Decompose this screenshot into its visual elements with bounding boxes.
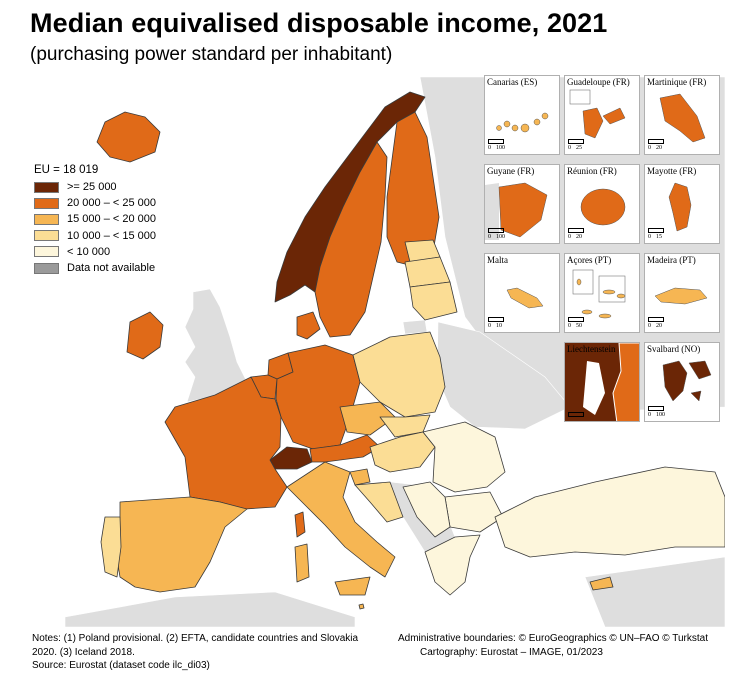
map-czechia (339, 401, 396, 436)
legend-label: >= 25 000 (67, 181, 117, 194)
inset-acores: Açores (PT) 0 50 (564, 253, 640, 333)
legend-swatch (34, 181, 59, 193)
inset-guadeloupe: Guadeloupe (FR) 0 25 (564, 75, 640, 155)
legend-item: 10 000 – < 15 000 (34, 228, 156, 244)
inset-mayotte: Mayotte (FR) 0 15 (644, 164, 720, 244)
inset-scale: 0 100 (488, 228, 510, 240)
credits: Administrative boundaries: © EuroGeograp… (398, 632, 708, 659)
map-title: Median equivalised disposable income, 20… (30, 8, 608, 38)
map-denmark (296, 311, 321, 340)
legend: EU = 18 019 >= 25 000 20 000 – < 25 000 … (34, 164, 156, 276)
legend-item: 20 000 – < 25 000 (34, 195, 156, 211)
map-turkey (494, 466, 725, 558)
inset-scale: 0 20 (648, 139, 667, 151)
credits-cartography: Cartography: Eurostat – IMAGE, 01/2023 (420, 646, 603, 658)
inset-label: Martinique (FR) (647, 77, 707, 87)
map-lithuania (409, 281, 458, 321)
inset-label: Guyane (FR) (487, 166, 535, 176)
map-sweden (314, 141, 388, 338)
legend-swatch (34, 262, 59, 274)
map-serbia-region (402, 481, 451, 538)
inset-label: Açores (PT) (567, 255, 612, 265)
inset-svalbard: Svalbard (NO) 0 100 (644, 342, 720, 422)
map-croatia (354, 481, 404, 523)
inset-label: Madeira (PT) (647, 255, 696, 265)
legend-swatch (34, 230, 59, 242)
legend-label: 15 000 – < 20 000 (67, 213, 156, 226)
map-kaliningrad (402, 319, 428, 335)
legend-item: >= 25 000 (34, 179, 156, 195)
legend-label: 10 000 – < 15 000 (67, 229, 156, 242)
map-sicily (334, 576, 371, 596)
inset-label: Malta (487, 255, 508, 265)
legend-item: Data not available (34, 260, 156, 276)
legend-swatch (34, 246, 59, 258)
map-north-africa (64, 591, 356, 627)
map-subtitle: (purchasing power standard per inhabitan… (30, 44, 393, 65)
inset-label: Canarias (ES) (487, 77, 538, 87)
inset-scale: 0 10 (488, 317, 507, 329)
inset-scale: 0 20 (648, 317, 667, 329)
legend-label: Data not available (67, 262, 156, 275)
map-portugal (100, 516, 122, 578)
source-line: Source: Eurostat (dataset code ilc_di03) (32, 660, 210, 671)
inset-label: Mayotte (FR) (647, 166, 697, 176)
map-slovakia (379, 414, 431, 438)
legend-swatch (34, 197, 59, 209)
map-corsica (294, 511, 306, 538)
inset-scale: 0 100 (648, 406, 670, 418)
map-greece (424, 534, 481, 596)
inset-scale: 0 100 (488, 139, 510, 151)
inset-scale: 0 20 (568, 228, 587, 240)
inset-reunion: Réunion (FR) 0 20 (564, 164, 640, 244)
map-romania (422, 421, 506, 493)
map-slovenia (349, 468, 371, 486)
inset-scale: 0 25 (568, 139, 587, 151)
inset-malta: Malta 0 10 (484, 253, 560, 333)
inset-liechtenstein: Liechtenstein (564, 342, 640, 422)
map-cyprus (589, 576, 614, 591)
map-middle-east (584, 556, 725, 627)
credits-boundaries: Administrative boundaries: © EuroGeograp… (398, 633, 709, 644)
legend-swatch (34, 213, 59, 225)
inset-label: Réunion (FR) (567, 166, 617, 176)
map-iceland (96, 111, 161, 163)
inset-canarias: Canarias (ES) 0 100 (484, 75, 560, 155)
map-france (164, 376, 288, 510)
legend-label: 20 000 – < 25 000 (67, 197, 156, 210)
inset-label: Liechtenstein (567, 344, 616, 354)
legend-label: < 10 000 (67, 245, 111, 258)
inset-label: Svalbard (NO) (647, 344, 701, 354)
inset-scale: 0 15 (648, 228, 667, 240)
notes-line: 2020. (3) Iceland 2018. (32, 646, 135, 658)
inset-guyane: Guyane (FR) 0 100 (484, 164, 560, 244)
notes: Notes: (1) Poland provisional. (2) EFTA,… (32, 632, 358, 673)
legend-item: 15 000 – < 20 000 (34, 211, 156, 227)
legend-title: EU = 18 019 (34, 164, 99, 176)
inset-scale (568, 412, 584, 418)
map-malta-main (358, 603, 365, 610)
inset-label: Guadeloupe (FR) (567, 77, 630, 87)
notes-line: Notes: (1) Poland provisional. (2) EFTA,… (32, 633, 359, 644)
inset-martinique: Martinique (FR) 0 20 (644, 75, 720, 155)
map-sardinia (294, 543, 310, 583)
map-hungary (369, 431, 436, 473)
map-poland (352, 331, 446, 418)
map-ireland (126, 311, 164, 360)
inset-madeira: Madeira (PT) 0 20 (644, 253, 720, 333)
inset-scale: 0 50 (568, 317, 587, 329)
legend-item: < 10 000 (34, 244, 156, 260)
